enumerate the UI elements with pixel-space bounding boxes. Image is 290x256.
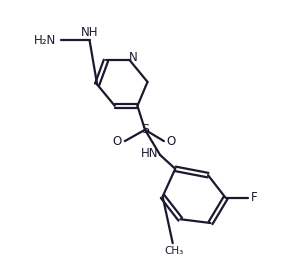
Text: O: O bbox=[113, 135, 122, 148]
Text: F: F bbox=[251, 191, 258, 204]
Text: NH: NH bbox=[81, 26, 98, 39]
Text: H₂N: H₂N bbox=[34, 34, 57, 47]
Text: N: N bbox=[129, 51, 138, 65]
Text: O: O bbox=[167, 135, 176, 148]
Text: S: S bbox=[141, 123, 149, 136]
Text: HN: HN bbox=[141, 147, 159, 160]
Text: CH₃: CH₃ bbox=[164, 246, 184, 256]
